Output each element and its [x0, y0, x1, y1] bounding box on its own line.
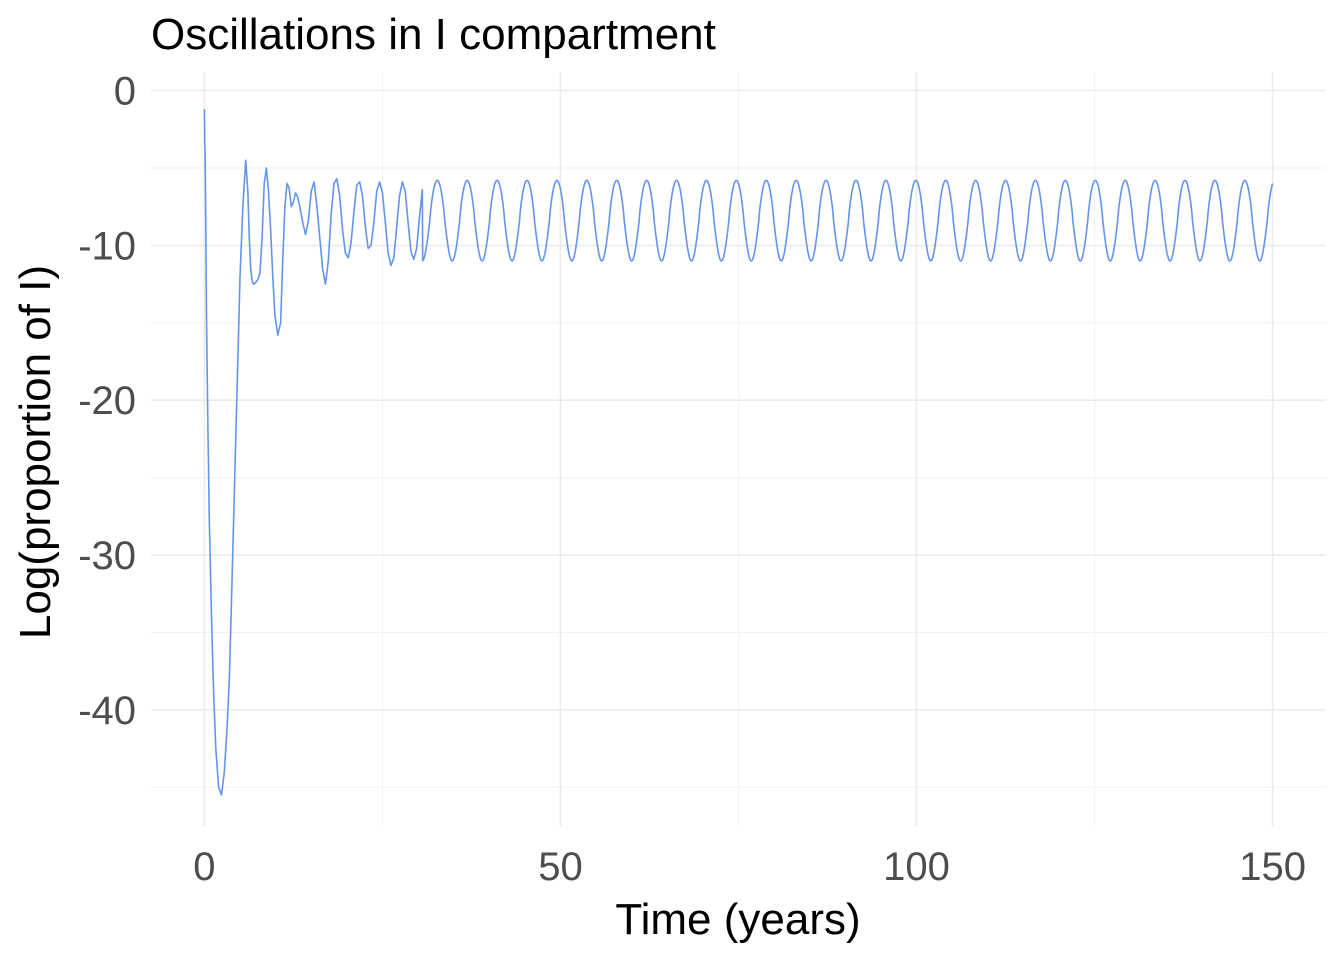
x-axis-title: Time (years) — [615, 895, 861, 944]
series-line — [203, 109, 1274, 796]
x-tick-label: 0 — [193, 845, 215, 889]
grid-major — [151, 72, 1326, 826]
y-tick-label: -30 — [78, 534, 136, 578]
y-axis-title: Log(proportion of I) — [11, 264, 60, 640]
grid-minor — [151, 72, 1326, 826]
x-tick-labels: 0 50 100 150 — [193, 845, 1306, 889]
y-tick-label: 0 — [114, 70, 136, 114]
series-layer — [203, 109, 1274, 796]
y-tick-label: -20 — [78, 379, 136, 423]
x-tick-label: 100 — [883, 845, 950, 889]
y-tick-labels: 0 -10 -20 -30 -40 — [78, 70, 136, 733]
chart-title: Oscillations in I compartment — [151, 10, 716, 59]
y-tick-label: -10 — [78, 224, 136, 268]
x-tick-label: 50 — [538, 845, 583, 889]
x-tick-label: 150 — [1239, 845, 1306, 889]
y-tick-label: -40 — [78, 689, 136, 733]
